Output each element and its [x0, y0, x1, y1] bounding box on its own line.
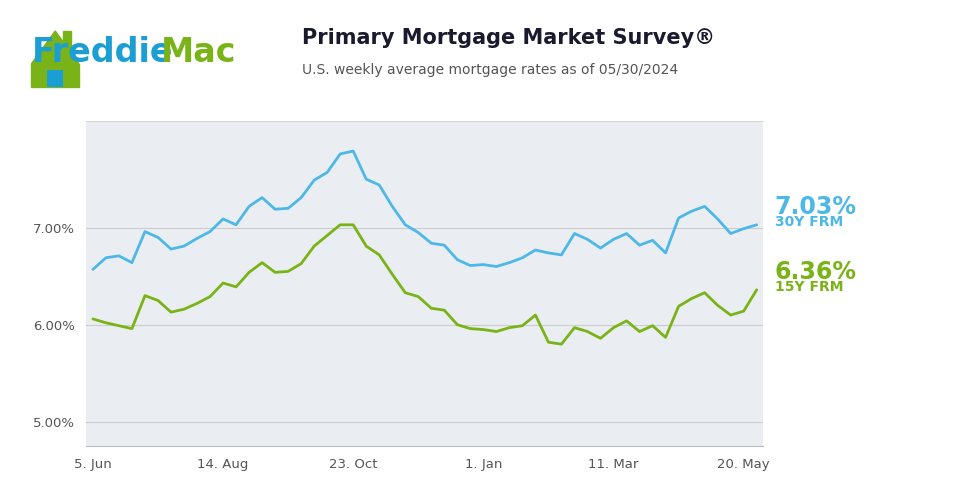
- Text: U.S. weekly average mortgage rates as of 05/30/2024: U.S. weekly average mortgage rates as of…: [302, 62, 679, 77]
- Polygon shape: [32, 64, 79, 87]
- Text: Mac: Mac: [161, 36, 237, 70]
- Text: 15Y FRM: 15Y FRM: [775, 280, 843, 294]
- Polygon shape: [63, 31, 71, 57]
- Polygon shape: [32, 31, 79, 64]
- Polygon shape: [47, 71, 63, 87]
- Text: 7.03%: 7.03%: [775, 195, 856, 219]
- Text: 6.36%: 6.36%: [775, 260, 856, 284]
- Text: Primary Mortgage Market Survey®: Primary Mortgage Market Survey®: [302, 28, 715, 48]
- Text: 30Y FRM: 30Y FRM: [775, 215, 843, 229]
- Text: Freddie: Freddie: [32, 36, 173, 70]
